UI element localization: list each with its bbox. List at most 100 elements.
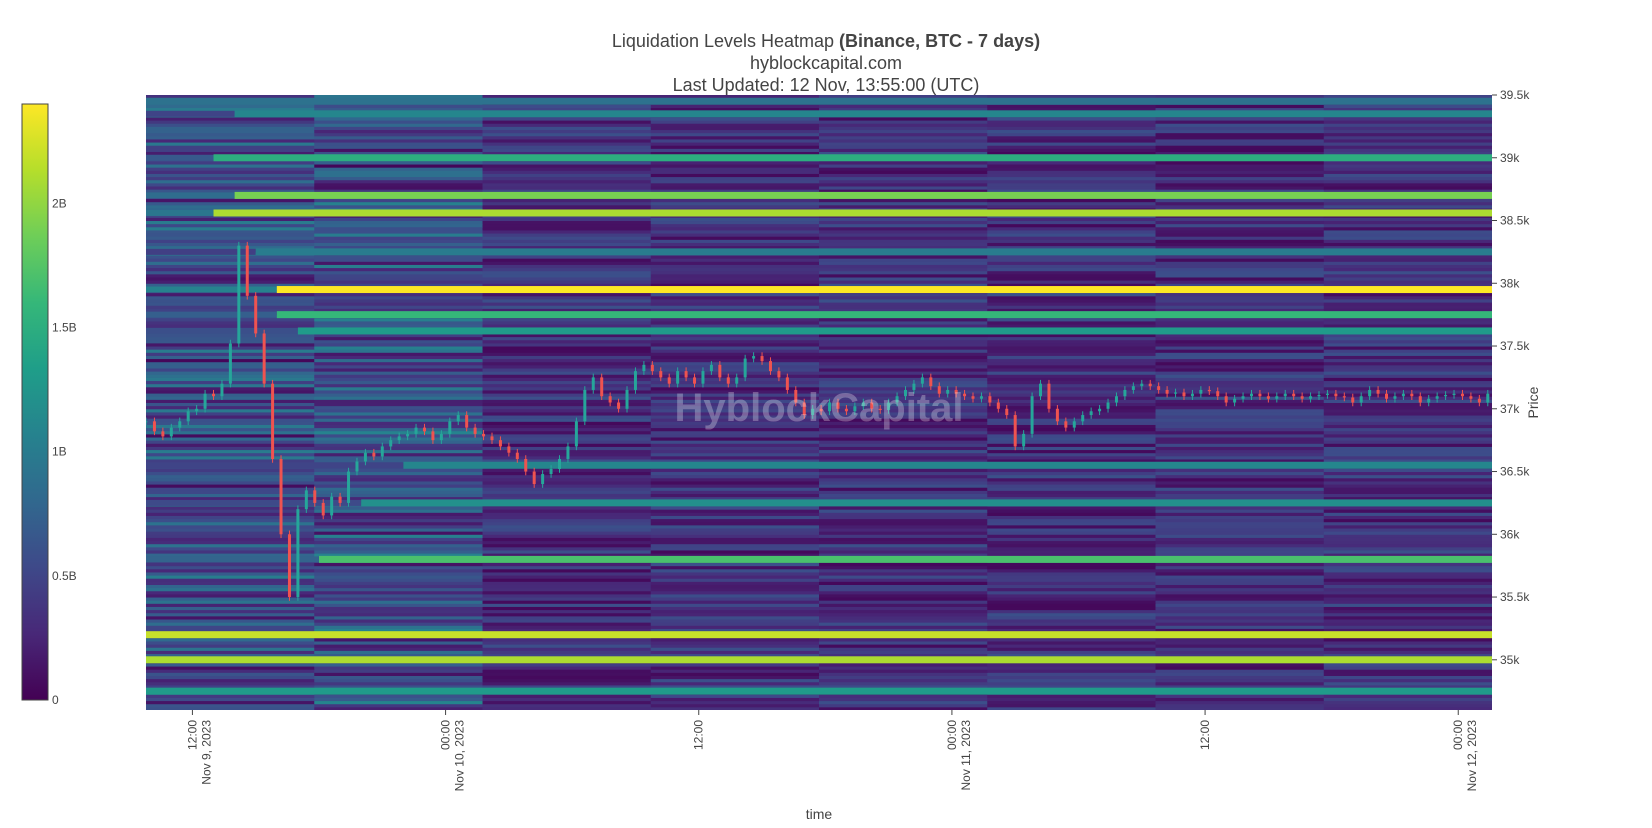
heatmap-cell	[482, 317, 652, 322]
heatmap-cell	[819, 132, 988, 137]
heatmap-cell	[146, 424, 315, 429]
heatmap-cell	[146, 223, 315, 228]
candle-body	[1351, 397, 1355, 403]
heatmap-cell	[314, 352, 483, 356]
heatmap-cell	[1155, 575, 1325, 579]
heatmap-cell	[1323, 173, 1492, 178]
heatmap-cell	[482, 339, 652, 344]
colorbar-tick-label: 1B	[52, 445, 67, 459]
heatmap-cell	[987, 405, 1156, 410]
heatmap-cell	[314, 233, 483, 237]
heatmap-cell	[314, 480, 483, 485]
heatmap-cell	[819, 568, 988, 573]
candle-body	[1114, 396, 1118, 403]
heatmap-cell	[146, 405, 315, 410]
heatmap-cell	[314, 411, 483, 416]
heatmap-cell	[314, 408, 483, 413]
heatmap-cell	[1155, 653, 1325, 658]
heatmap-cell	[146, 220, 315, 225]
heatmap-cell	[987, 418, 1156, 422]
heatmap-cell	[1323, 148, 1492, 152]
heatmap-cell	[1323, 590, 1492, 595]
heatmap-cell	[987, 537, 1156, 542]
heatmap-cell	[819, 418, 988, 422]
heatmap-cell	[146, 440, 315, 444]
heatmap-cell	[819, 644, 988, 648]
heatmap-cell	[819, 672, 988, 676]
heatmap-cell	[819, 276, 988, 281]
heatmap-cell	[650, 201, 820, 206]
heatmap-cell	[1155, 521, 1325, 526]
heatmap-cell	[482, 367, 652, 372]
heatmap-cell	[819, 662, 988, 667]
heatmap-cell	[987, 678, 1156, 683]
liquidation-band	[318, 555, 1492, 563]
heatmap-cell	[650, 700, 820, 705]
heatmap-cell	[650, 606, 820, 611]
heatmap-cell	[650, 167, 820, 171]
heatmap-cell	[146, 474, 315, 479]
heatmap-cell	[1155, 176, 1325, 181]
heatmap-cell	[482, 571, 652, 576]
heatmap-cell	[482, 264, 652, 269]
candle-body	[701, 371, 705, 384]
candle-body	[1435, 396, 1439, 399]
heatmap-cell	[819, 283, 988, 287]
heatmap-cell	[1155, 418, 1325, 422]
heatmap-cell	[987, 298, 1156, 303]
heatmap-cell	[819, 264, 988, 269]
heatmap-cell	[1323, 528, 1492, 532]
heatmap-cell	[819, 443, 988, 447]
candle-body	[1081, 415, 1085, 422]
heatmap-cell	[987, 521, 1156, 526]
heatmap-cell	[146, 543, 315, 548]
candle-body	[490, 436, 494, 441]
heatmap-cell	[482, 640, 652, 645]
heatmap-cell	[482, 255, 652, 259]
heatmap-cell	[1323, 487, 1492, 491]
heatmap-cell	[987, 129, 1156, 134]
heatmap-cell	[314, 540, 483, 545]
heatmap-cell	[819, 437, 988, 441]
heatmap-cell	[1323, 220, 1492, 225]
heatmap-cell	[1323, 675, 1492, 680]
heatmap-cell	[819, 361, 988, 366]
heatmap-cell	[1323, 424, 1492, 429]
liquidation-band	[146, 687, 1492, 695]
candle-body	[1013, 415, 1017, 447]
heatmap-cell	[819, 452, 988, 457]
heatmap-cell	[987, 142, 1156, 146]
candle-body	[1089, 411, 1093, 416]
heatmap-cell	[1155, 597, 1325, 601]
heatmap-cell	[650, 647, 820, 651]
heatmap-cell	[146, 565, 315, 570]
heatmap-cell	[650, 135, 820, 140]
heatmap-cell	[314, 358, 483, 363]
heatmap-cell	[314, 185, 483, 190]
heatmap-cell	[314, 490, 483, 494]
candle-body	[1224, 396, 1228, 403]
heatmap-cell	[1323, 593, 1492, 598]
heatmap-cell	[1155, 276, 1325, 281]
candle-body	[659, 371, 663, 378]
heatmap-cell	[482, 622, 652, 626]
heatmap-cell	[482, 405, 652, 410]
heatmap-cell	[482, 528, 652, 532]
heatmap-cell	[314, 421, 483, 425]
heatmap-cell	[1155, 132, 1325, 137]
heatmap-cell	[819, 145, 988, 149]
heatmap-cell	[819, 182, 988, 187]
heatmap-cell	[987, 217, 1156, 222]
heatmap-cell	[987, 578, 1156, 582]
heatmap-cell	[1155, 512, 1325, 516]
candle-body	[146, 421, 148, 423]
heatmap-cell	[987, 342, 1156, 347]
heatmap-cell	[146, 700, 315, 705]
heatmap-cell	[146, 584, 315, 589]
heatmap-cell	[819, 233, 988, 237]
heatmap-cell	[314, 678, 483, 683]
heatmap-cell	[1323, 189, 1492, 193]
liquidation-band-early	[146, 462, 404, 469]
